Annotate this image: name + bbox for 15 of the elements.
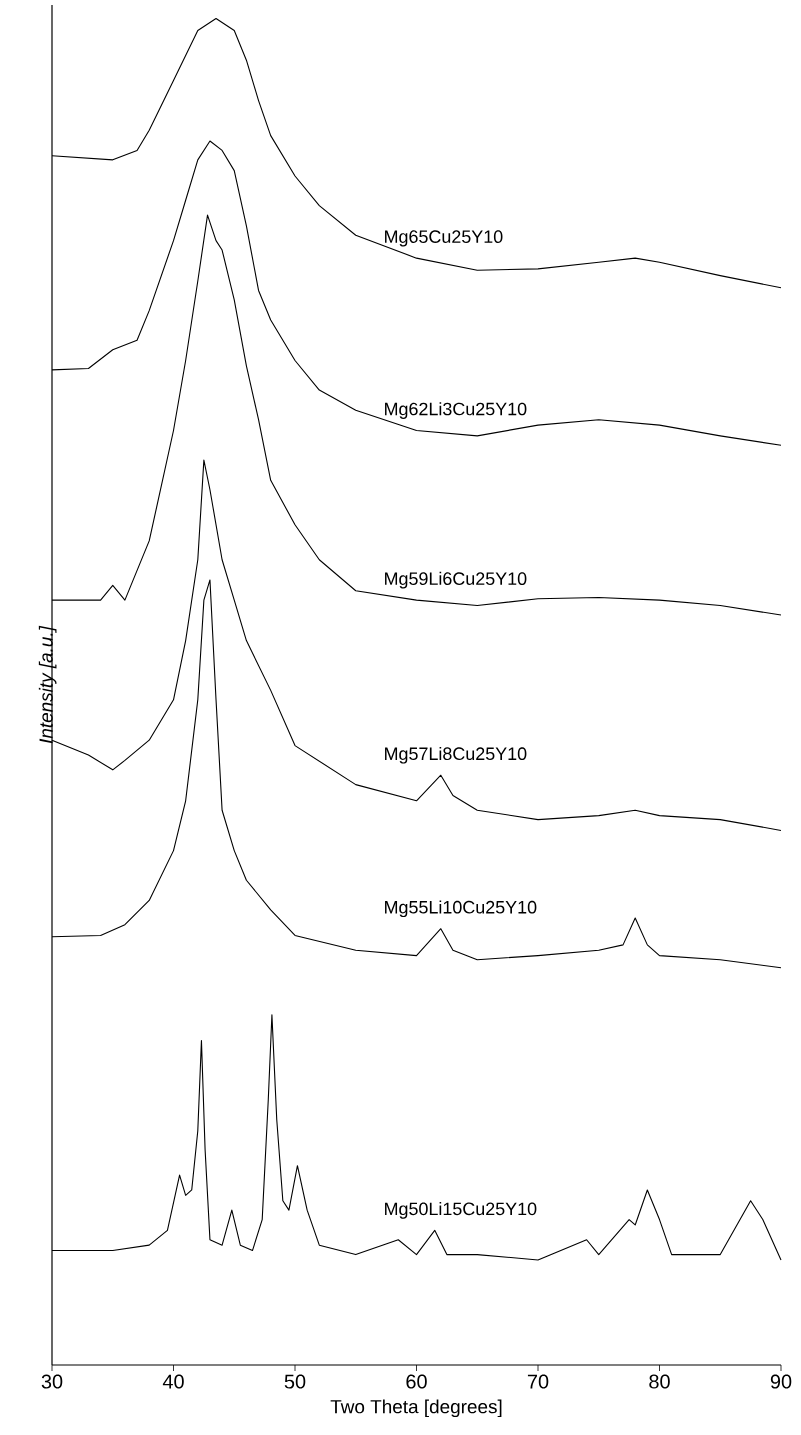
x-tick-label: 50: [284, 1374, 306, 1389]
series-label: Mg65Cu25Y10: [385, 230, 503, 247]
y-axis-title: Intensity [a.u.]: [38, 625, 57, 744]
series-label: Mg62Li3Cu25Y10: [385, 402, 527, 419]
series-label: Mg57Li8Cu25Y10: [385, 746, 527, 764]
series-label: Mg55Li10Cu25Y10: [385, 900, 537, 918]
series-label: Mg59Li6Cu25Y10: [385, 571, 527, 589]
x-tick-label: 40: [162, 1374, 184, 1389]
series-label: Mg50Li15Cu25Y10: [385, 1202, 537, 1219]
x-tick-label: 60: [406, 1374, 427, 1389]
x-tick-label: 30: [41, 1374, 63, 1389]
x-tick-label: 70: [527, 1374, 549, 1389]
x-axis-title: Two Theta [degrees]: [330, 1399, 502, 1418]
x-tick-label: 90: [770, 1374, 792, 1389]
x-tick-label: 80: [649, 1374, 670, 1389]
